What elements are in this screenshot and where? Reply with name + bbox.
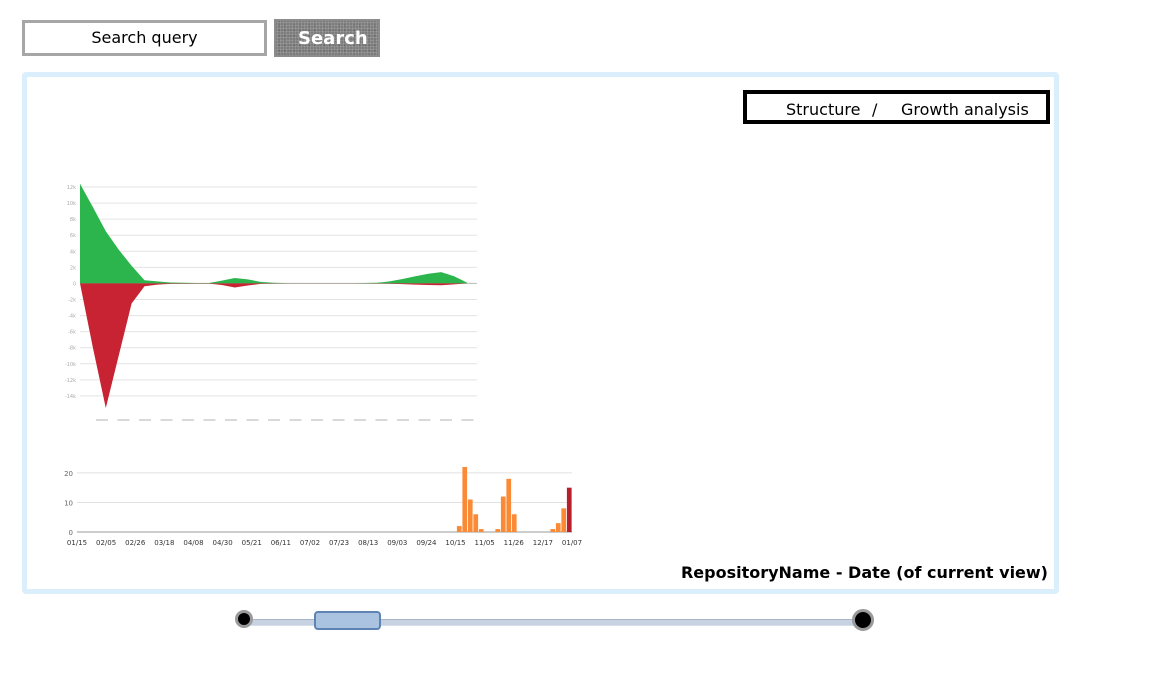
- area-chart-y-tick: -10k: [65, 362, 76, 368]
- tab-growth-analysis[interactable]: Growth analysis: [901, 100, 1029, 119]
- bar-chart-x-tick: 08/13: [358, 539, 378, 547]
- commit-bar[interactable]: [462, 467, 468, 532]
- view-switch: Structure / Growth analysis: [743, 90, 1050, 124]
- area-chart-y-tick: -12k: [65, 378, 76, 384]
- bar-chart-x-tick: 10/15: [445, 539, 465, 547]
- bar-chart-x-tick: 07/02: [300, 539, 320, 547]
- commit-bar[interactable]: [555, 523, 561, 532]
- bar-chart-x-tick: 06/11: [271, 539, 291, 547]
- commit-bar[interactable]: [467, 499, 473, 533]
- bar-chart-x-tick: 12/17: [533, 539, 553, 547]
- bar-chart-x-tick: 11/05: [475, 539, 495, 547]
- commit-bar[interactable]: [473, 514, 479, 532]
- added-lines-area: [80, 183, 467, 284]
- slider-track[interactable]: [244, 619, 861, 626]
- slider-start-knob[interactable]: [235, 610, 253, 628]
- bar-chart-x-tick: 01/07: [562, 539, 582, 547]
- bar-chart-y-tick: 0: [69, 529, 73, 537]
- commit-bar[interactable]: [500, 496, 506, 532]
- area-chart-y-tick: -2k: [68, 298, 76, 304]
- bar-chart-x-tick: 01/15: [67, 539, 87, 547]
- bar-chart-x-tick: 09/03: [387, 539, 407, 547]
- removed-lines-area: [80, 283, 467, 408]
- commit-bar[interactable]: [478, 529, 484, 532]
- bar-chart-x-tick: 09/24: [416, 539, 437, 547]
- commit-bar[interactable]: [550, 529, 556, 532]
- area-chart-y-tick: 0: [73, 281, 76, 287]
- area-chart-y-tick: -14k: [65, 394, 76, 400]
- bar-chart-x-tick: 02/05: [96, 539, 116, 547]
- slider-end-knob[interactable]: [852, 609, 874, 631]
- area-chart-y-tick: 12k: [67, 185, 76, 191]
- code-churn-area-chart: 12k 10k 8k 6k 4k 2k 0 -2k -4k -6k -8k -10k -12k -14k: [65, 183, 477, 421]
- area-chart-y-tick: 4k: [70, 249, 76, 255]
- tab-structure[interactable]: Structure: [786, 100, 861, 119]
- main-panel: Structure / Growth analysis 12k 10k 8k 6k 4k…: [22, 72, 1059, 594]
- repository-date-caption: RepositoryName - Date (of current view): [680, 563, 1048, 582]
- commit-bar[interactable]: [511, 514, 517, 532]
- bar-chart-y-tick: 10: [64, 499, 73, 507]
- commit-bar[interactable]: [495, 529, 501, 532]
- area-chart-y-tick: 6k: [70, 233, 76, 239]
- bar-chart-x-tick: 03/18: [154, 539, 174, 547]
- commit-bar[interactable]: [561, 508, 567, 532]
- search-button[interactable]: Search: [274, 19, 380, 57]
- search-button-label: Search: [298, 28, 368, 49]
- area-chart-y-tick: 2k: [70, 265, 76, 271]
- view-switch-separator: /: [872, 100, 878, 119]
- area-chart-y-tick: 8k: [70, 217, 76, 223]
- bar-current-week[interactable]: [566, 487, 572, 532]
- commits-bar-chart: 0 10 20 01/15 02/05 02/26 03/18 04/08 04/30 05/21…: [64, 467, 582, 547]
- commit-bar[interactable]: [506, 478, 512, 532]
- area-chart-y-tick: 10k: [67, 201, 76, 207]
- bar-chart-x-tick: 02/26: [125, 539, 146, 547]
- commit-bar[interactable]: [456, 526, 462, 532]
- area-chart-y-tick: -4k: [68, 314, 76, 320]
- bar-chart-x-tick: 04/30: [212, 539, 232, 547]
- area-chart-y-tick: -6k: [68, 330, 76, 336]
- area-chart-y-tick: -8k: [68, 346, 76, 352]
- bar-chart-x-tick: 11/26: [504, 539, 525, 547]
- bar-chart-x-tick: 04/08: [183, 539, 203, 547]
- bar-chart-x-tick: 07/23: [329, 539, 349, 547]
- bar-chart-y-tick: 20: [64, 470, 73, 478]
- search-input[interactable]: Search query: [22, 20, 267, 56]
- bar-chart-x-tick: 05/21: [242, 539, 262, 547]
- timeline-slider[interactable]: [232, 605, 877, 639]
- slider-range-handle[interactable]: [314, 611, 381, 630]
